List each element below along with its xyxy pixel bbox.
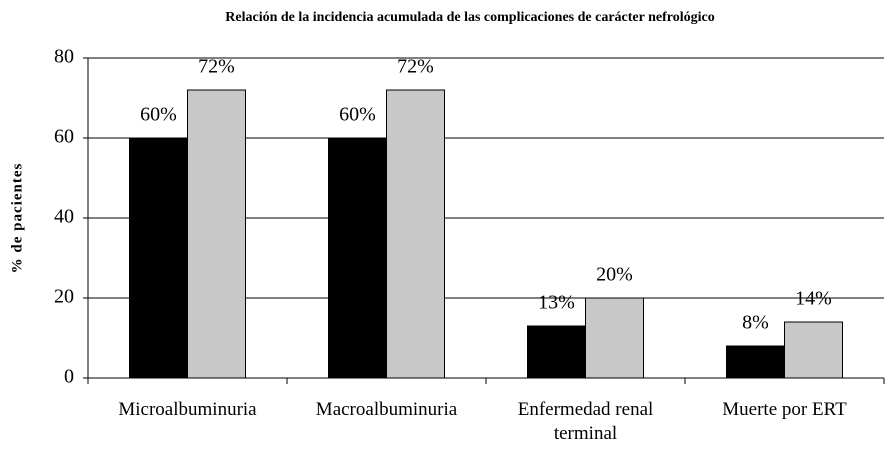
y-tick-label: 40 bbox=[54, 206, 74, 228]
bar bbox=[784, 321, 843, 379]
chart-title: Relación de la incidencia acumulada de l… bbox=[225, 10, 714, 25]
bar bbox=[328, 137, 387, 379]
data-label: 14% bbox=[795, 288, 832, 310]
bar bbox=[129, 137, 188, 379]
x-tick-label: Microalbuminuria bbox=[118, 399, 257, 420]
data-label: 60% bbox=[339, 104, 376, 126]
y-axis-label: % de pacientes bbox=[9, 163, 25, 274]
x-tick-label: Muerte por ERT bbox=[722, 399, 847, 420]
bar bbox=[527, 325, 586, 379]
y-tick-label: 0 bbox=[64, 366, 74, 388]
bar bbox=[187, 89, 246, 379]
x-tick-label: Enfermedad renal terminal bbox=[517, 399, 654, 444]
data-label: 20% bbox=[596, 264, 633, 286]
data-label: 8% bbox=[742, 312, 769, 334]
data-label: 13% bbox=[538, 292, 575, 314]
y-tick-label: 60 bbox=[54, 126, 74, 148]
data-label: 72% bbox=[397, 56, 434, 78]
data-label: 60% bbox=[140, 104, 177, 126]
bar bbox=[585, 297, 644, 379]
y-tick-label: 80 bbox=[54, 46, 74, 68]
y-tick-label: 20 bbox=[54, 286, 74, 308]
data-label: 72% bbox=[198, 56, 235, 78]
bar bbox=[386, 89, 445, 379]
x-tick-label: Macroalbuminuria bbox=[315, 399, 458, 420]
bar bbox=[726, 345, 785, 379]
